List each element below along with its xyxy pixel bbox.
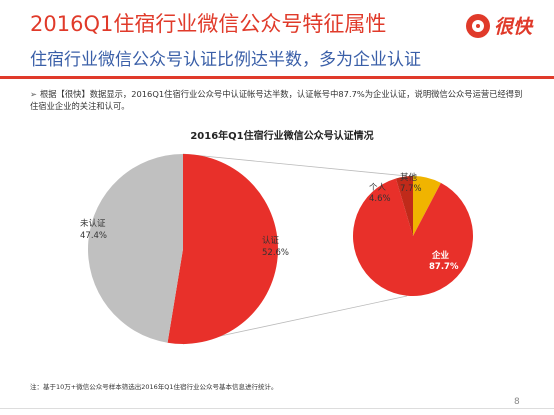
chart-title: 2016年Q1住宿行业微信公众号认证情况 (190, 129, 373, 142)
pie2-value-2: 7.7% (400, 184, 422, 194)
pie2-value-1: 4.6% (369, 194, 391, 204)
pie-slice-uncertified (87, 154, 183, 343)
footnote: 注：基于10万+微信公众号样本筛选出2016年Q1住宿行业公众号基本信息进行统计… (30, 383, 278, 391)
pie1-label-1: 未认证 (80, 218, 106, 229)
pie2-slice-个人 (395, 176, 413, 236)
brand-logo: 很快 (466, 12, 532, 39)
pie2-slice-企业 (352, 178, 473, 296)
page-subtitle: 住宿行业微信公众号认证比例达半数，多为企业认证 (30, 50, 421, 70)
pie1-value-0: 52.6% (262, 248, 289, 258)
bullet-paragraph: ➢ 根据【很快】数据显示，2016Q1住宿行业公众号中认证帐号达半数，认证帐号中8… (30, 88, 530, 112)
pie2-slice-其他 (413, 176, 441, 236)
pie2-label-1: 个人 (369, 183, 387, 193)
page-title: 2016Q1住宿行业微信公众号特征属性 (30, 12, 387, 36)
pie-slice-certified (167, 154, 278, 344)
footer-divider (0, 408, 554, 409)
pie2-label-0: 企业 (431, 250, 450, 261)
pie2-value-0: 87.7% (429, 262, 459, 272)
header-divider (0, 76, 554, 79)
logo-icon (466, 13, 490, 38)
logo-text: 很快 (494, 16, 533, 38)
page-number: 8 (514, 397, 520, 407)
pie1-label-0: 认证 (262, 235, 280, 246)
arrow-bullet-icon: ➢ (30, 89, 37, 99)
pie2-label-2: 其他 (400, 172, 418, 183)
bullet-text: 根据【很快】数据显示，2016Q1住宿行业公众号中认证帐号达半数，认证帐号中87… (30, 89, 523, 111)
pie1-value-1: 47.4% (80, 231, 107, 241)
pie-authentication: 认证 52.6% 未认证 47.4% (80, 154, 289, 344)
connector-line-top (182, 153, 408, 177)
